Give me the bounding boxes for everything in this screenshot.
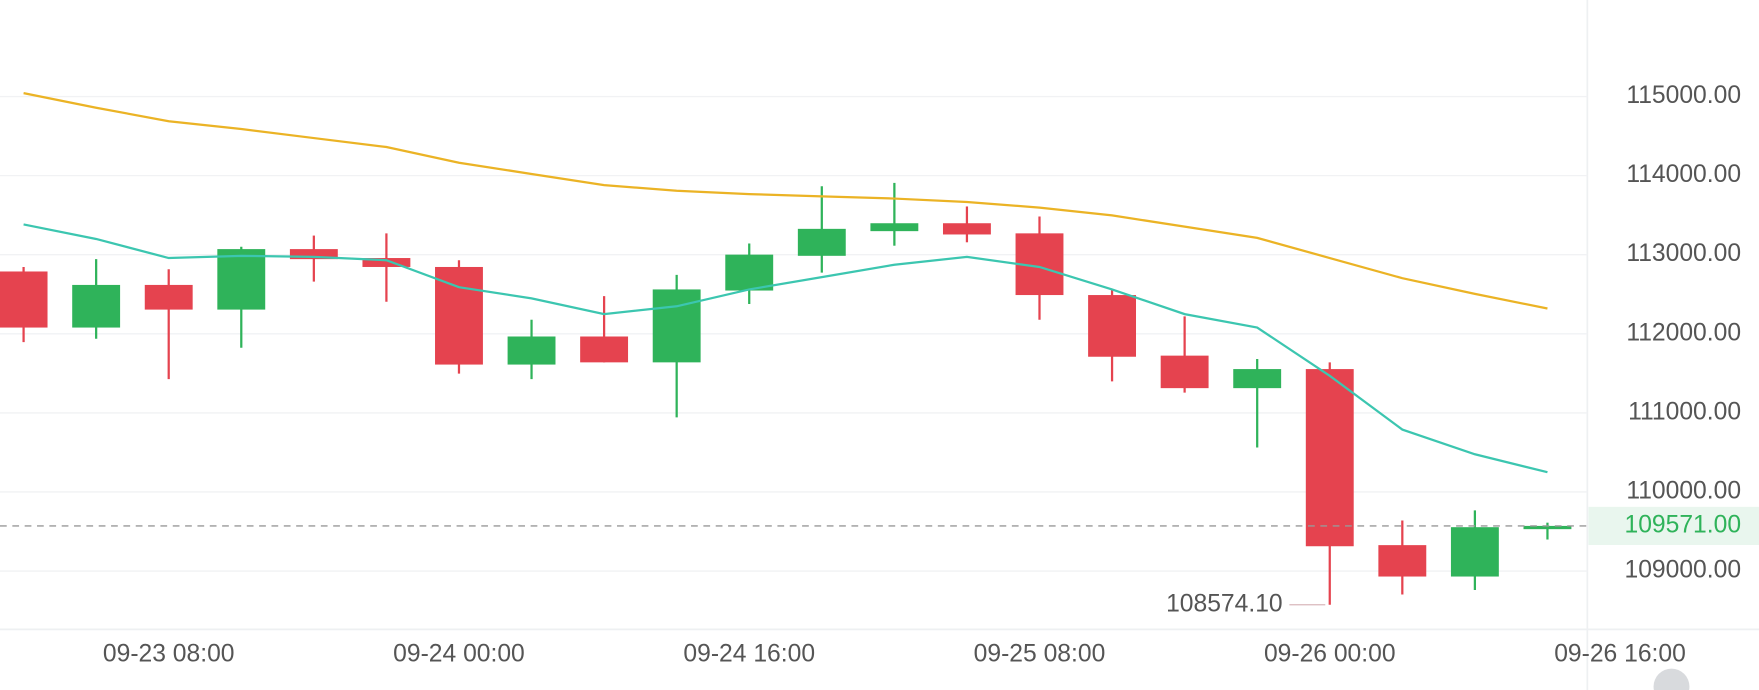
- candle-body: [217, 249, 266, 310]
- y-tick-label: 112000.00: [1626, 319, 1741, 346]
- candle-body: [725, 254, 774, 291]
- candle-body: [1160, 355, 1209, 389]
- candle-body: [580, 336, 629, 363]
- candle-body: [1305, 369, 1354, 547]
- x-tick-label: 09-25 08:00: [974, 641, 1106, 668]
- candle-body: [435, 266, 483, 365]
- candle-body: [144, 284, 193, 310]
- y-tick-label: 109000.00: [1624, 557, 1741, 584]
- y-tick-label: 110000.00: [1626, 478, 1741, 505]
- candle-body: [507, 336, 556, 365]
- candle-body: [1378, 545, 1427, 577]
- low-annotation-label: 108574.10: [1166, 590, 1283, 617]
- y-tick-label: 114000.00: [1626, 161, 1741, 188]
- candle-body: [289, 249, 338, 260]
- candle-body: [870, 223, 919, 232]
- candle-body: [942, 223, 991, 235]
- candle-body: [1450, 527, 1499, 577]
- x-tick-label: 09-23 08:00: [103, 641, 235, 668]
- x-tick-label: 09-26 16:00: [1554, 641, 1686, 668]
- candle-body: [797, 228, 846, 256]
- moving-average-line: [23, 92, 1548, 310]
- candle-body: [1233, 369, 1282, 389]
- moving-average-line: [23, 223, 1548, 474]
- x-tick-label: 09-24 16:00: [683, 641, 815, 668]
- y-tick-label: 115000.00: [1626, 82, 1741, 109]
- candle-body: [0, 271, 48, 328]
- candle-body: [1088, 295, 1137, 357]
- x-tick-label: 09-26 00:00: [1264, 641, 1396, 668]
- candle-body: [362, 258, 411, 267]
- x-tick-label: 09-24 00:00: [393, 641, 525, 668]
- candle-body: [72, 284, 121, 328]
- y-tick-label: 111000.00: [1628, 398, 1741, 425]
- candle-body: [1523, 525, 1572, 530]
- scroll-button[interactable]: [1653, 668, 1690, 690]
- last-price-tag: [1588, 506, 1759, 545]
- candle-body: [652, 289, 701, 363]
- y-tick-label: 113000.00: [1626, 240, 1741, 267]
- last-price-label: 109571.00: [1624, 511, 1741, 538]
